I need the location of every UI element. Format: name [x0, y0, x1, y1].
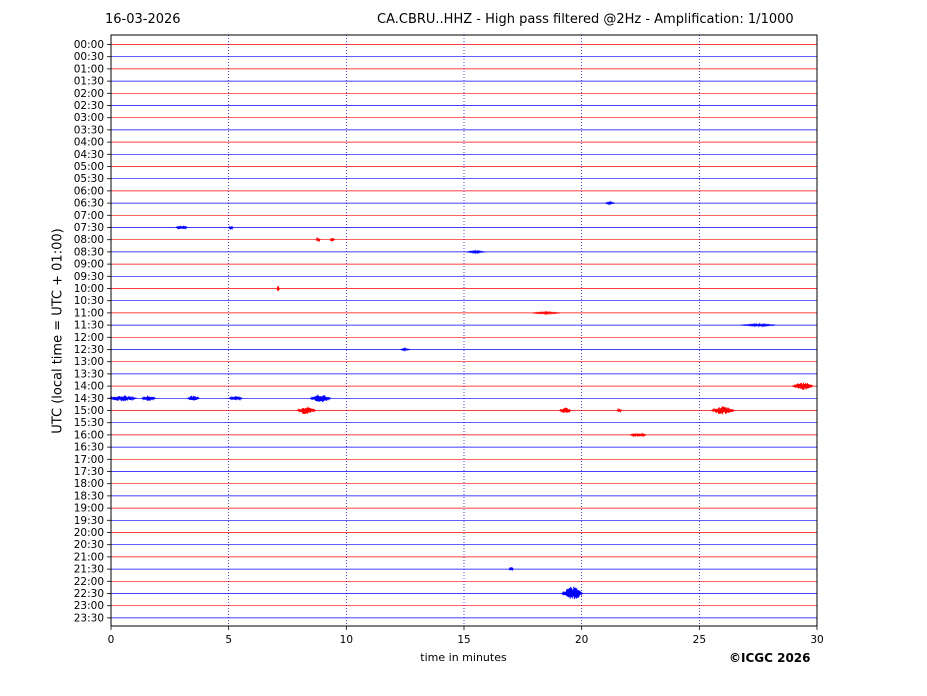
x-axis-label: time in minutes — [420, 651, 507, 664]
y-tick-label-17:30: 17:30 — [74, 466, 104, 478]
x-tick-label-15: 15 — [457, 634, 470, 646]
event-11:30-0 — [740, 322, 776, 328]
x-tick-label-5: 5 — [225, 634, 232, 646]
copyright: ©ICGC 2026 — [729, 651, 811, 665]
y-tick-label-23:30: 23:30 — [74, 612, 104, 624]
y-tick-label-15:00: 15:00 — [74, 405, 104, 417]
y-tick-label-13:30: 13:30 — [74, 368, 104, 380]
event-14:30-3 — [228, 395, 243, 401]
x-tick-label-10: 10 — [340, 634, 353, 646]
y-tick-label-21:00: 21:00 — [74, 551, 104, 563]
x-axis-label-wrap: time in minutes — [0, 651, 927, 664]
y-tick-label-16:30: 16:30 — [74, 442, 104, 454]
event-11:00-0 — [532, 310, 561, 316]
y-tick-label-18:30: 18:30 — [74, 490, 104, 502]
chart-title: CA.CBRU..HHZ - High pass filtered @2Hz -… — [377, 12, 794, 27]
y-tick-label-12:00: 12:00 — [74, 332, 104, 344]
event-07:30-0 — [175, 225, 188, 230]
x-tick-label-0: 0 — [108, 634, 115, 646]
y-tick-label-22:30: 22:30 — [74, 588, 104, 600]
y-tick-label-19:00: 19:00 — [74, 503, 104, 515]
y-tick-label-21:30: 21:30 — [74, 564, 104, 576]
y-tick-label-19:30: 19:30 — [74, 515, 104, 527]
event-14:30-1 — [141, 395, 156, 402]
y-tick-label-11:00: 11:00 — [74, 307, 104, 319]
event-10:00-0 — [276, 286, 280, 292]
event-08:30-0 — [466, 249, 486, 255]
event-15:00-0 — [296, 406, 316, 415]
y-tick-label-15:30: 15:30 — [74, 417, 104, 429]
event-08:00-1 — [329, 237, 335, 242]
event-14:00-0 — [792, 382, 814, 391]
record-date: 16-03-2026 — [105, 12, 181, 27]
y-axis: 00:0000:3001:0001:3002:0002:3003:0003:30… — [74, 39, 111, 624]
y-tick-label-08:00: 08:00 — [74, 234, 104, 246]
plot-frame — [110, 34, 818, 627]
y-tick-label-09:30: 09:30 — [74, 271, 104, 283]
y-tick-label-22:00: 22:00 — [74, 576, 104, 588]
y-tick-label-18:00: 18:00 — [74, 478, 104, 490]
y-tick-label-03:30: 03:30 — [74, 124, 104, 136]
y-tick-label-14:00: 14:00 — [74, 381, 104, 393]
y-tick-label-05:00: 05:00 — [74, 161, 104, 173]
event-14:30-0 — [108, 395, 137, 402]
y-tick-label-06:30: 06:30 — [74, 198, 104, 210]
y-tick-label-12:30: 12:30 — [74, 344, 104, 356]
y-tick-label-02:00: 02:00 — [74, 88, 104, 100]
y-tick-label-01:00: 01:00 — [74, 63, 104, 75]
y-tick-label-14:30: 14:30 — [74, 393, 104, 405]
event-22:30-0 — [561, 586, 583, 600]
x-tick-label-20: 20 — [575, 634, 588, 646]
y-tick-label-17:00: 17:00 — [74, 454, 104, 466]
y-tick-label-02:30: 02:30 — [74, 100, 104, 112]
event-14:30-2 — [187, 395, 200, 401]
y-tick-label-05:30: 05:30 — [74, 173, 104, 185]
grid-group — [228, 35, 700, 626]
y-tick-label-20:30: 20:30 — [74, 539, 104, 551]
y-tick-label-04:30: 04:30 — [74, 149, 104, 161]
y-tick-label-04:00: 04:00 — [74, 137, 104, 149]
y-tick-label-09:00: 09:00 — [74, 259, 104, 271]
event-14:30-4 — [309, 394, 332, 403]
event-16:00-0 — [629, 432, 647, 438]
y-tick-label-10:00: 10:00 — [74, 283, 104, 295]
event-15:00-2 — [616, 407, 623, 413]
y-tick-label-10:30: 10:30 — [74, 295, 104, 307]
event-12:30-0 — [400, 347, 410, 353]
x-tick-label-30: 30 — [810, 634, 823, 646]
traces-group — [108, 44, 817, 619]
event-15:00-3 — [710, 406, 735, 415]
y-tick-label-16:00: 16:00 — [74, 429, 104, 441]
event-08:00-0 — [315, 236, 321, 243]
y-axis-label: UTC (local time = UTC + 01:00) — [50, 228, 66, 434]
y-tick-label-00:30: 00:30 — [74, 51, 104, 63]
y-tick-label-01:30: 01:30 — [74, 76, 104, 88]
x-axis: 0 5 10 15 20 25 30 — [108, 626, 824, 646]
y-tick-label-07:00: 07:00 — [74, 210, 104, 222]
y-tick-label-03:00: 03:00 — [74, 112, 104, 124]
event-06:30-0 — [605, 200, 615, 206]
y-tick-label-00:00: 00:00 — [74, 39, 104, 51]
event-07:30-1 — [228, 225, 234, 231]
y-tick-label-06:00: 06:00 — [74, 185, 104, 197]
y-tick-label-11:30: 11:30 — [74, 320, 104, 332]
x-tick-label-25: 25 — [693, 634, 706, 646]
y-tick-label-23:00: 23:00 — [74, 600, 104, 612]
y-tick-label-08:30: 08:30 — [74, 246, 104, 258]
event-15:00-1 — [559, 407, 572, 414]
y-tick-label-07:30: 07:30 — [74, 222, 104, 234]
y-tick-label-13:00: 13:00 — [74, 356, 104, 368]
event-21:30-0 — [508, 567, 514, 572]
y-tick-label-20:00: 20:00 — [74, 527, 104, 539]
